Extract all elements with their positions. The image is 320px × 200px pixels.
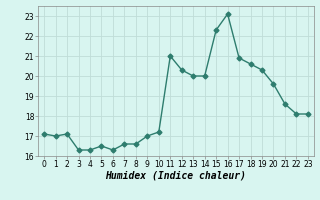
X-axis label: Humidex (Indice chaleur): Humidex (Indice chaleur) (106, 171, 246, 181)
